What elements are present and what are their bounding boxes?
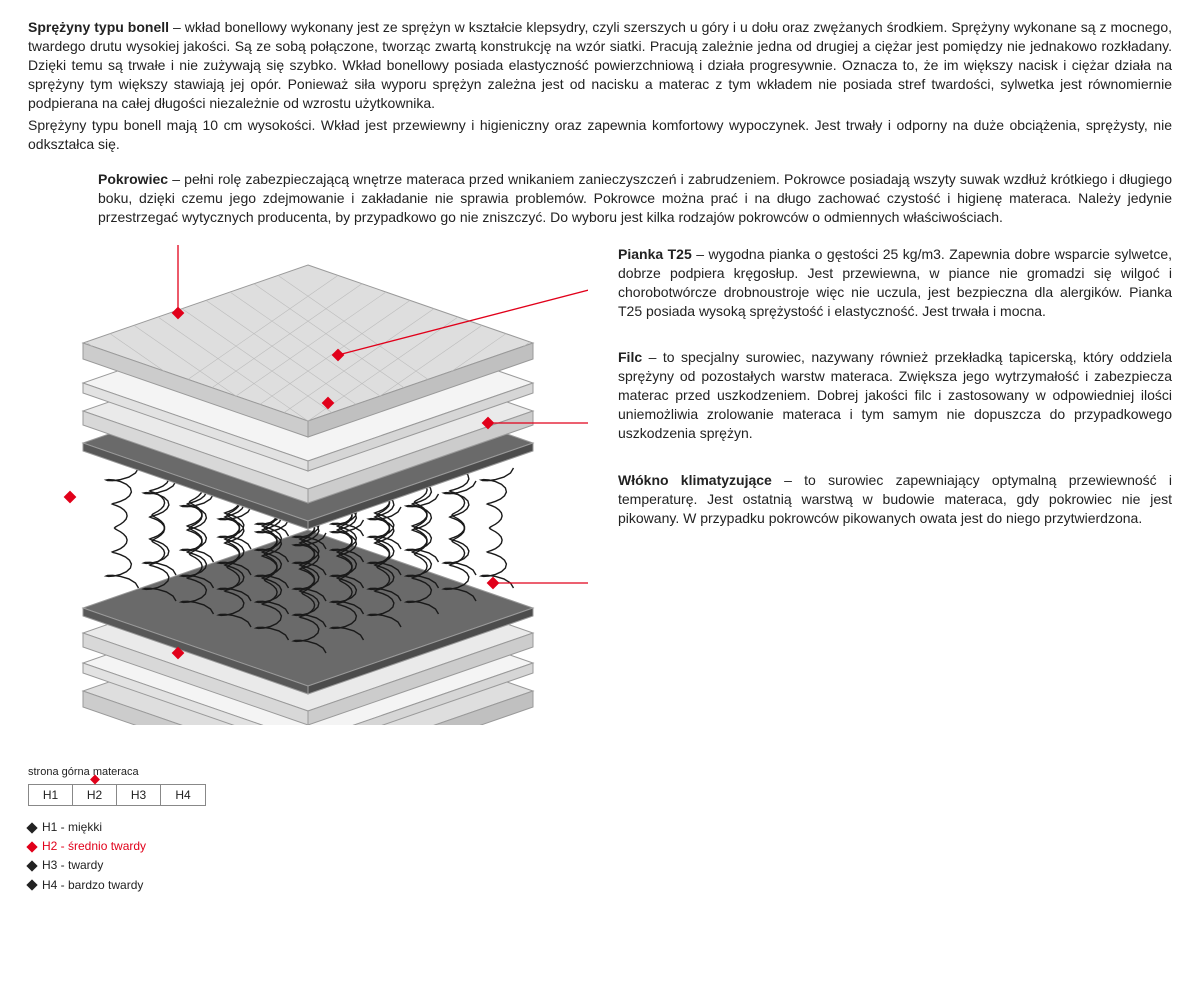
- mattress-exploded-diagram: [28, 245, 588, 725]
- intro-paragraph-2: Sprężyny typu bonell mają 10 cm wysokośc…: [28, 116, 1172, 154]
- diagram-row: Pianka T25 – wygodna pianka o gęstości 2…: [28, 245, 1172, 725]
- pokrowiec-heading: Pokrowiec: [98, 171, 168, 187]
- legend-item: H1 - miękki: [28, 818, 1172, 837]
- diamond-icon: [26, 860, 37, 871]
- hardness-cell: H2: [73, 785, 117, 805]
- legend-item: H2 - średnio twardy: [28, 837, 1172, 856]
- legend-item-label: H3 - twardy: [42, 856, 103, 875]
- intro-paragraph: Sprężyny typu bonell – wkład bonellowy w…: [28, 18, 1172, 112]
- intro-body: – wkład bonellowy wykonany jest ze spręż…: [28, 19, 1172, 111]
- legend-item: H3 - twardy: [28, 856, 1172, 875]
- hardness-cell: H1: [29, 785, 73, 805]
- hardness-cell: H4: [161, 785, 205, 805]
- legend-item: H4 - bardzo twardy: [28, 876, 1172, 895]
- legend-item-label: H2 - średnio twardy: [42, 837, 146, 856]
- hardness-cell: H3: [117, 785, 161, 805]
- legend-item-label: H1 - miękki: [42, 818, 102, 837]
- label-filc-body: – to specjalny surowiec, nazywany równie…: [618, 349, 1172, 441]
- label-filc: Filc – to specjalny surowiec, nazywany r…: [618, 348, 1172, 442]
- label-pianka-body: – wygodna pianka o gęstości 25 kg/m3. Za…: [618, 246, 1172, 319]
- diamond-icon: [26, 841, 37, 852]
- intro-heading: Sprężyny typu bonell: [28, 19, 169, 35]
- hardness-legend-list: H1 - miękkiH2 - średnio twardyH3 - tward…: [28, 818, 1172, 895]
- label-pianka: Pianka T25 – wygodna pianka o gęstości 2…: [618, 245, 1172, 321]
- label-pianka-heading: Pianka T25: [618, 246, 692, 262]
- labels-column: Pianka T25 – wygodna pianka o gęstości 2…: [618, 245, 1172, 725]
- pokrowiec-block: Pokrowiec – pełni rolę zabezpieczającą w…: [98, 170, 1172, 227]
- hardness-scale: H1H2H3H4: [28, 784, 206, 806]
- diagram-column: [28, 245, 588, 725]
- diamond-icon: [26, 879, 37, 890]
- legend-title: strona górna materaca: [28, 765, 1172, 780]
- diamond-icon: [26, 822, 37, 833]
- label-wlokno-heading: Włókno klimatyzujące: [618, 472, 772, 488]
- pokrowiec-body: – pełni rolę zabezpieczającą wnętrze mat…: [98, 171, 1172, 225]
- hardness-legend: strona górna materaca H1H2H3H4 H1 - mięk…: [28, 765, 1172, 895]
- label-wlokno: Włókno klimatyzujące – to surowiec zapew…: [618, 471, 1172, 528]
- label-filc-heading: Filc: [618, 349, 642, 365]
- legend-item-label: H4 - bardzo twardy: [42, 876, 143, 895]
